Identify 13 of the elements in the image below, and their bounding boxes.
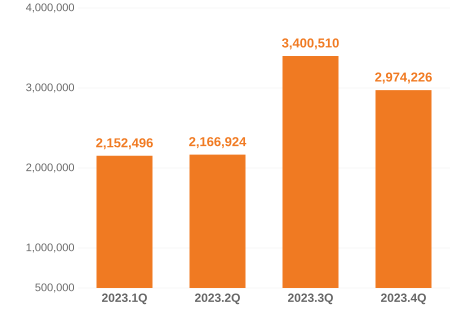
data-label: 3,400,510 bbox=[282, 38, 339, 50]
x-tick-label: 2023.1Q bbox=[102, 294, 147, 304]
x-tick-label: 2023.2Q bbox=[194, 294, 240, 304]
y-tick-label: 2,000,000 bbox=[26, 163, 74, 173]
x-tick-label: 2023.3Q bbox=[288, 294, 333, 304]
y-tick-label: 3,000,000 bbox=[26, 83, 74, 93]
data-label: 2,152,496 bbox=[96, 138, 153, 150]
y-tick-label: 4,000,000 bbox=[26, 3, 74, 13]
x-tick-label: 2023.4Q bbox=[380, 294, 426, 304]
data-label: 2,974,226 bbox=[375, 72, 432, 84]
data-label: 2,166,924 bbox=[189, 137, 246, 148]
y-tick-label: 1,000,000 bbox=[26, 243, 74, 253]
y-tick-label: 500,000 bbox=[35, 283, 74, 293]
